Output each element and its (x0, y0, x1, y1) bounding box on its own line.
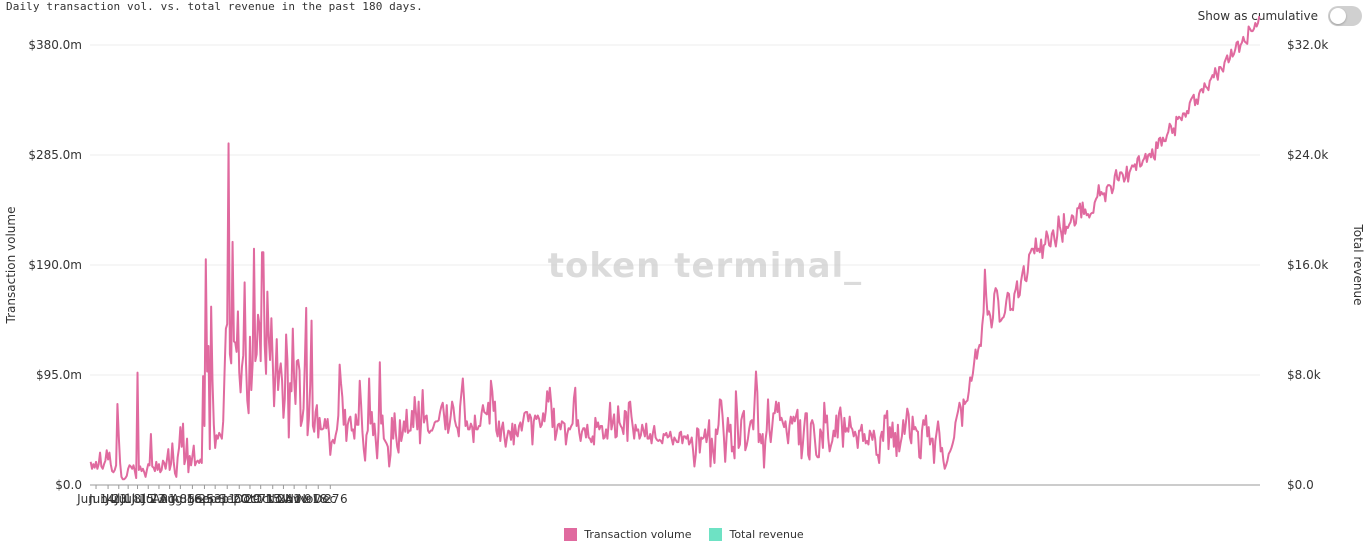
cumulative-toggle-label: Show as cumulative (1197, 9, 1318, 23)
legend: Transaction volume Total revenue (0, 528, 1368, 541)
x-tick-label: Dec 6 (313, 492, 348, 506)
right-tick-label: $24.0k (1287, 148, 1328, 162)
volume-line (89, 15, 1261, 481)
left-tick-label: $380.0m (28, 38, 82, 52)
legend-item-total-revenue[interactable]: Total revenue (709, 528, 804, 541)
watermark: token terminal_ (548, 246, 862, 286)
chart-subtitle: Daily transaction vol. vs. total revenue… (6, 0, 423, 13)
x-tick-label: Jun 14 (76, 492, 115, 506)
cumulative-toggle-group: Show as cumulative (1198, 6, 1362, 26)
right-tick-label: $32.0k (1287, 38, 1328, 52)
x-tick-label: Sep 3 (187, 492, 221, 506)
transaction-volume-line (89, 15, 1261, 481)
left-axis-title: Transaction volume (4, 207, 18, 325)
left-tick-label: $0.0 (55, 478, 82, 492)
x-tick-label: Aug 25 (171, 492, 214, 506)
right-axis-title: Total revenue (1351, 224, 1365, 306)
x-tick-label: Sep 11 (194, 492, 236, 506)
left-axis-ticks: $0.0 $95.0m $190.0m $285.0m $380.0m (28, 38, 82, 492)
x-tick-label: Oct 15 (241, 492, 281, 506)
x-tick-label: Aug 16 (159, 492, 202, 506)
x-tick-label: Oct 24 (253, 492, 293, 506)
left-tick-label: $95.0m (36, 368, 82, 382)
x-tick-label: Jul 8 (114, 492, 141, 506)
x-tick-label: Jul 1 (105, 492, 132, 506)
x-tick-label: Sep 20 (206, 492, 248, 506)
left-tick-label: $285.0m (28, 148, 82, 162)
legend-label-total-revenue: Total revenue (729, 528, 804, 541)
toggle-knob (1330, 8, 1346, 24)
right-tick-label: $16.0k (1287, 258, 1328, 272)
x-tick-label: Nov 9 (277, 492, 312, 506)
legend-label-transaction-volume: Transaction volume (584, 528, 692, 541)
x-tick-label: Sep 29 (218, 492, 260, 506)
legend-item-transaction-volume[interactable]: Transaction volume (564, 528, 691, 541)
x-tick-label: Nov 18 (285, 492, 328, 506)
x-tick-label: Nov 1 (266, 492, 301, 506)
dual-axis-chart: token terminal_ $0.0 $95.0m $190.0m $285.0m… (4, 15, 1365, 506)
x-tick-label: Aug 8 (152, 492, 187, 506)
x-tick-label: Jul 31 (141, 492, 176, 506)
legend-swatch-transaction-volume (564, 528, 578, 541)
x-tick-label: Oct 7 (234, 492, 266, 506)
right-tick-label: $0.0 (1287, 478, 1314, 492)
left-tick-label: $190.0m (28, 258, 82, 272)
x-tick-label: Jul 15 (120, 492, 155, 506)
x-tick-label: Jul 23 (130, 492, 165, 506)
legend-swatch-total-revenue (709, 528, 723, 541)
right-axis-ticks: $0.0 $8.0k $16.0k $24.0k $32.0k (1287, 38, 1328, 492)
x-tick-label: Jun 23 (88, 492, 127, 506)
right-tick-label: $8.0k (1287, 368, 1321, 382)
cumulative-toggle-switch[interactable] (1328, 6, 1362, 26)
x-tick-label: Nov 27 (297, 492, 340, 506)
